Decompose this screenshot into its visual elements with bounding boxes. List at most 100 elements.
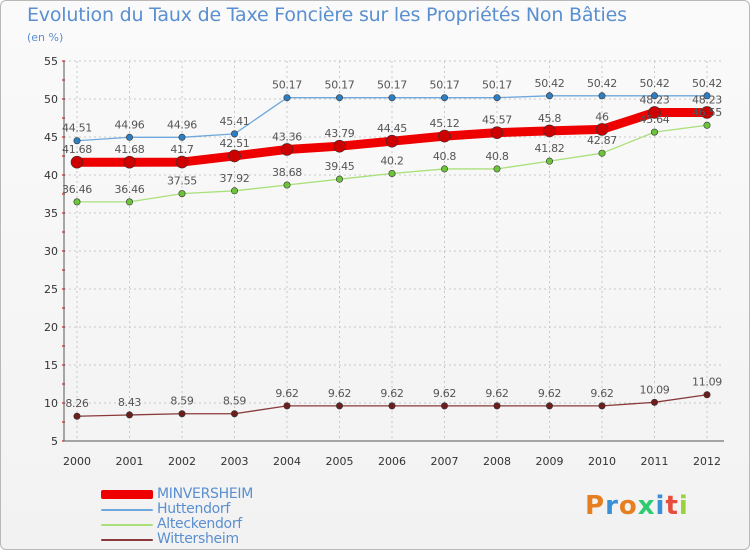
legend-label: Huttendorf xyxy=(157,501,231,517)
data-point xyxy=(700,106,714,119)
y-tick-label: 45 xyxy=(44,131,58,144)
data-label: 50.42 xyxy=(587,77,617,90)
data-label: 37.92 xyxy=(220,172,250,185)
x-tick-label: 2002 xyxy=(168,455,196,468)
logo-letter: r xyxy=(605,491,619,521)
data-point xyxy=(545,402,553,410)
data-label: 9.62 xyxy=(538,387,561,400)
data-point xyxy=(543,124,556,138)
x-tick-label: 2011 xyxy=(641,455,669,468)
data-label: 50.17 xyxy=(430,79,460,92)
data-point xyxy=(175,155,189,169)
data-point xyxy=(598,92,606,100)
data-point xyxy=(178,133,186,141)
data-label: 44.45 xyxy=(377,122,407,135)
data-point xyxy=(228,149,241,163)
data-label: 40.8 xyxy=(433,150,457,163)
data-point xyxy=(126,411,134,419)
y-tick-label: 15 xyxy=(44,359,58,372)
data-label: 46 xyxy=(595,110,609,123)
data-point xyxy=(388,169,396,177)
legend-swatch xyxy=(101,490,153,499)
data-point xyxy=(385,134,399,148)
data-label: 9.62 xyxy=(275,387,298,400)
data-point xyxy=(595,123,609,136)
data-point xyxy=(440,94,448,102)
data-point xyxy=(703,92,711,100)
data-point xyxy=(126,198,134,206)
x-tick-label: 2005 xyxy=(326,455,354,468)
legend-label: Wittersheim xyxy=(157,531,239,547)
data-label: 11.09 xyxy=(692,376,722,389)
data-point xyxy=(650,398,658,406)
data-label: 9.62 xyxy=(328,387,351,400)
data-point xyxy=(73,137,81,145)
x-tick-label: 2007 xyxy=(431,455,459,468)
data-label: 41.68 xyxy=(62,143,92,156)
data-point xyxy=(231,410,239,418)
data-label: 42.51 xyxy=(220,137,250,150)
x-tick-label: 2001 xyxy=(116,455,144,468)
y-tick-label: 5 xyxy=(51,435,58,448)
data-point xyxy=(545,92,553,100)
data-label: 40.2 xyxy=(380,154,403,167)
data-label: 44.96 xyxy=(115,118,145,131)
y-tick-label: 30 xyxy=(44,245,58,258)
data-label: 45.12 xyxy=(430,117,460,130)
data-point xyxy=(283,94,291,102)
data-point xyxy=(73,198,81,206)
data-point xyxy=(283,181,291,189)
data-label: 50.17 xyxy=(482,79,512,92)
data-label: 9.62 xyxy=(485,387,508,400)
legend-swatch xyxy=(101,538,153,541)
data-point xyxy=(335,175,343,183)
data-label: 8.43 xyxy=(118,396,142,409)
data-point xyxy=(650,128,658,136)
data-label: 45.41 xyxy=(220,115,250,128)
data-point xyxy=(280,143,294,156)
x-tick-label: 2008 xyxy=(483,455,511,468)
logo-letter: i xyxy=(678,491,689,521)
data-label: 36.46 xyxy=(62,183,92,196)
legend-item: Huttendorf xyxy=(101,502,253,517)
x-tick-label: 2010 xyxy=(588,455,616,468)
data-point xyxy=(178,410,186,418)
data-label: 46.55 xyxy=(692,106,722,119)
legend-label: Alteckendorf xyxy=(157,516,242,532)
data-label: 41.7 xyxy=(170,143,194,156)
y-tick-label: 10 xyxy=(44,397,58,410)
legend-item: MINVERSHEIM xyxy=(101,487,253,502)
data-point xyxy=(703,121,711,129)
data-point xyxy=(178,190,186,198)
data-label: 41.82 xyxy=(535,142,565,155)
data-point xyxy=(73,412,81,420)
x-tick-label: 2003 xyxy=(221,455,249,468)
logo-letter: x xyxy=(637,491,656,521)
data-label: 10.09 xyxy=(640,383,670,396)
data-label: 44.51 xyxy=(62,122,92,135)
data-point xyxy=(231,187,239,195)
data-label: 48.23 xyxy=(692,93,722,106)
data-label: 40.8 xyxy=(485,150,509,163)
data-point xyxy=(648,106,661,119)
y-tick-label: 55 xyxy=(44,55,58,68)
data-point xyxy=(490,126,504,139)
x-tick-label: 2006 xyxy=(378,455,406,468)
x-tick-label: 2000 xyxy=(63,455,91,468)
data-point xyxy=(493,165,501,173)
data-point xyxy=(231,130,239,138)
data-point xyxy=(598,402,606,410)
data-label: 8.59 xyxy=(223,395,247,408)
data-label: 50.17 xyxy=(377,79,407,92)
y-tick-label: 35 xyxy=(44,207,58,220)
data-point xyxy=(70,155,84,169)
line-chart: 5 10 15 20 25 30 35 40 45 50 55 2000 2001 2002 2003 200… xyxy=(44,55,724,468)
data-label: 37.55 xyxy=(167,175,197,188)
data-label: 50.17 xyxy=(325,79,355,92)
data-point xyxy=(493,94,501,102)
data-point xyxy=(440,165,448,173)
data-label: 8.26 xyxy=(65,397,89,410)
data-label: 41.68 xyxy=(115,143,145,156)
proxiti-logo: Proxiti xyxy=(585,491,689,521)
legend-label: MINVERSHEIM xyxy=(157,486,253,502)
